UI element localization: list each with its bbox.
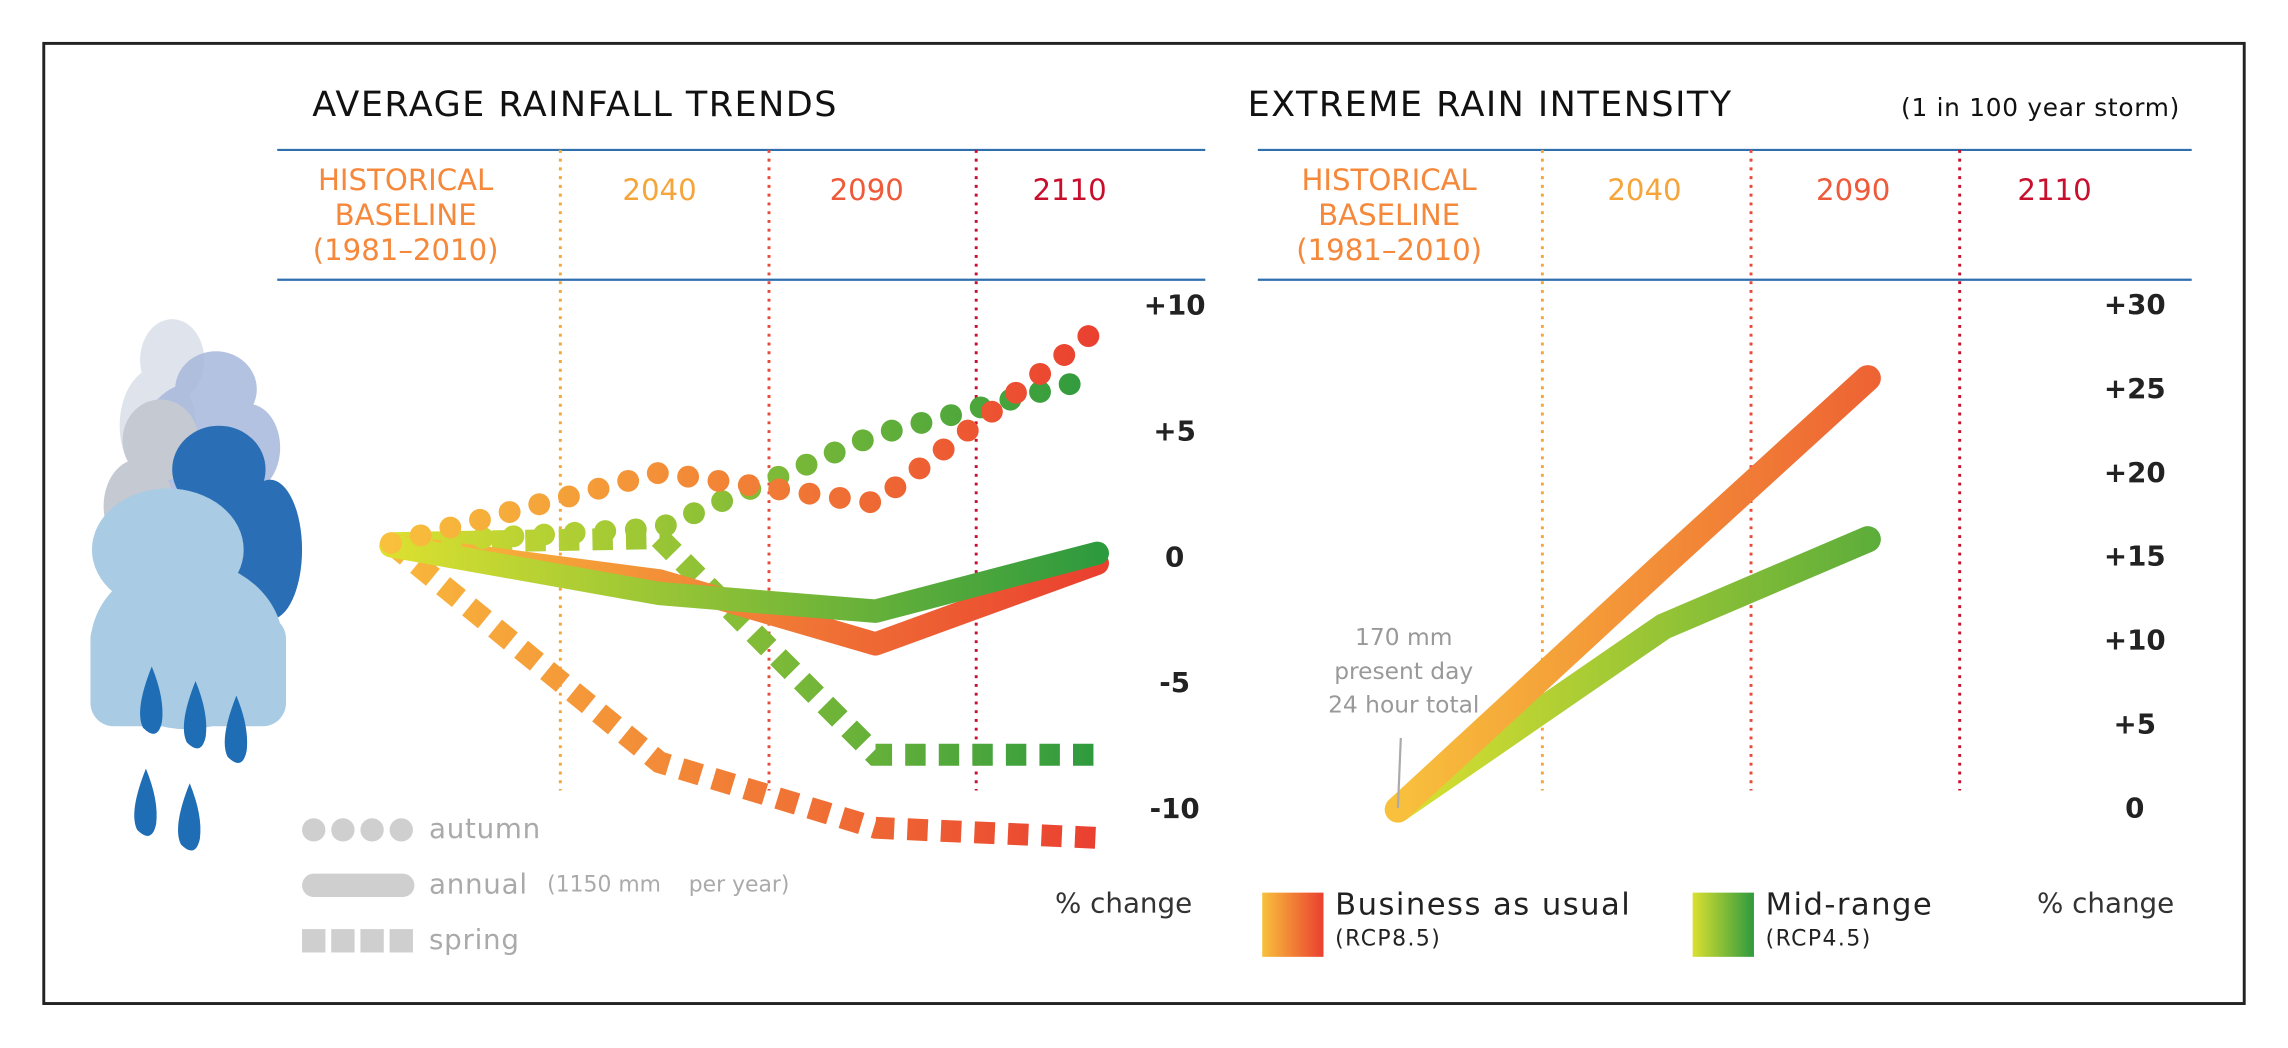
- series-line: [1384, 365, 1881, 823]
- legend-note: (RCP4.5): [1766, 926, 1872, 951]
- period-label: HISTORICAL BASELINE (1981–2010): [1296, 163, 1482, 267]
- y-tick-label: +30: [2104, 288, 2166, 321]
- frame: [42, 41, 2246, 1005]
- period-label: HISTORICAL BASELINE (1981–2010): [313, 163, 499, 267]
- y-tick-label: +20: [2104, 456, 2166, 489]
- period-label: 2090: [1816, 173, 1890, 207]
- y-axis-label: % change: [2037, 886, 2174, 919]
- legend-swatch: [1692, 892, 1754, 957]
- legend-label: annual: [429, 867, 528, 900]
- legend-marker: [331, 818, 355, 842]
- legend-label: spring: [429, 923, 520, 956]
- period-label: 2110: [2017, 173, 2091, 207]
- y-tick-label: -5: [1159, 666, 1190, 699]
- annotation-leader: [1396, 737, 1402, 809]
- legend-label: Mid-range: [1766, 887, 1934, 922]
- legend-label: Business as usual: [1335, 887, 1631, 922]
- y-tick-label: +25: [2104, 372, 2166, 405]
- period-label: 2090: [830, 173, 904, 207]
- y-tick-label: -10: [1150, 792, 1200, 825]
- cloud-illustration: [90, 319, 303, 851]
- annotation: present day: [1334, 657, 1473, 685]
- series-line: [1384, 526, 1881, 823]
- legend-marker: [389, 929, 413, 953]
- legend-marker: [331, 929, 355, 953]
- legend-note: (1150 mm per year): [547, 872, 789, 897]
- annotation: 170 mm: [1355, 623, 1452, 651]
- legend-swatch: [1262, 892, 1324, 957]
- legend-marker: [302, 929, 326, 953]
- legend-note: (RCP8.5): [1335, 926, 1441, 951]
- series-dots: [380, 318, 1109, 555]
- y-tick-label: +15: [2104, 540, 2166, 573]
- annotation: 24 hour total: [1328, 690, 1479, 718]
- chart-title: EXTREME RAIN INTENSITY: [1248, 84, 1733, 125]
- series-squares: [390, 527, 1098, 766]
- legend-marker: [389, 818, 413, 842]
- y-tick-label: 0: [1165, 540, 1184, 573]
- series-line: [379, 534, 1109, 623]
- legend-marker: [360, 929, 384, 953]
- y-tick-label: +10: [2104, 624, 2166, 657]
- y-tick-label: +5: [2114, 708, 2157, 741]
- period-label: 2110: [1032, 173, 1106, 207]
- chart-title: AVERAGE RAINFALL TRENDS: [312, 84, 838, 125]
- legend-marker: [360, 818, 384, 842]
- legend-marker: [302, 818, 326, 842]
- legend-marker: [302, 873, 415, 898]
- series-squares: [384, 534, 1098, 849]
- y-tick-label: +5: [1153, 414, 1196, 447]
- period-label: 2040: [622, 173, 696, 207]
- y-axis-label: % change: [1055, 886, 1192, 919]
- y-tick-label: +10: [1144, 288, 1206, 321]
- chart-subtitle: (1 in 100 year storm): [1901, 93, 2180, 122]
- y-tick-label: 0: [2125, 791, 2144, 824]
- period-label: 2040: [1607, 173, 1681, 207]
- legend-label: autumn: [429, 812, 541, 845]
